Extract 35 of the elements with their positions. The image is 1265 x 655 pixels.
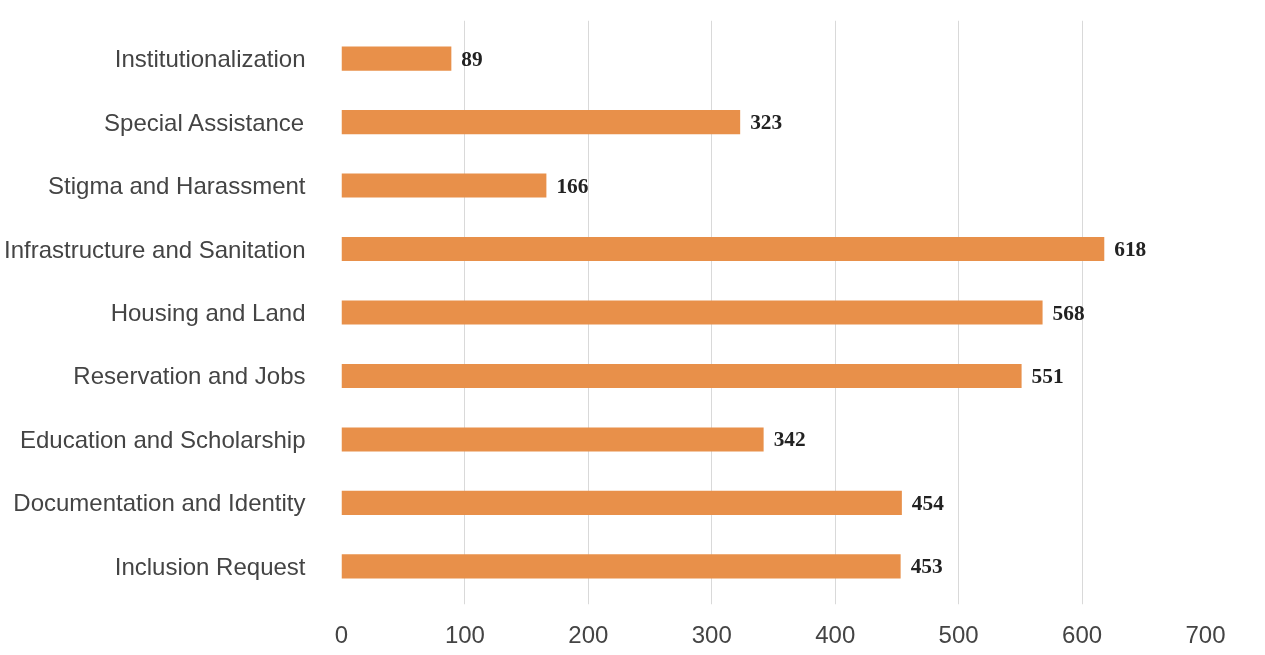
- data-label: 568: [1052, 300, 1085, 325]
- x-tick-label: 400: [815, 620, 856, 648]
- bar: [341, 427, 764, 452]
- data-label: 618: [1114, 237, 1147, 262]
- data-label: 166: [556, 173, 589, 198]
- y-tick-label: Reservation and Jobs: [73, 362, 306, 390]
- data-label: 551: [1031, 363, 1064, 388]
- x-tick-label: 0: [334, 620, 349, 648]
- y-tick-label: Institutionalization: [114, 45, 306, 73]
- bar: [341, 554, 901, 579]
- y-tick-label: Stigma and Harassment: [48, 172, 306, 200]
- y-tick-label: Education and Scholarship: [19, 425, 306, 453]
- y-tick-label: Documentation and Identity: [13, 489, 306, 517]
- bar: [341, 236, 1105, 262]
- data-label: 453: [910, 554, 943, 579]
- x-tick-label: 700: [1185, 620, 1226, 648]
- y-tick-label: Housing and Land: [110, 299, 306, 326]
- data-label: 342: [773, 427, 806, 452]
- y-tick-label: Special Assistance: [104, 108, 305, 136]
- data-label: 454: [911, 490, 945, 515]
- x-tick-label: 500: [938, 620, 979, 648]
- bar: [341, 110, 741, 135]
- y-tick-label: Infrastructure and Sanitation: [3, 235, 306, 263]
- bar: [341, 173, 547, 198]
- bar: [341, 46, 452, 71]
- x-tick-label: 300: [691, 620, 732, 648]
- x-tick-label: 100: [444, 620, 485, 648]
- data-label: 89: [461, 46, 483, 71]
- bar: [341, 300, 1043, 325]
- bar: [341, 490, 902, 515]
- data-label: 323: [750, 110, 783, 135]
- x-tick-label: 200: [568, 620, 609, 648]
- x-tick-label: 600: [1062, 620, 1103, 648]
- y-tick-label: Inclusion Request: [114, 552, 306, 580]
- bar: [341, 363, 1022, 389]
